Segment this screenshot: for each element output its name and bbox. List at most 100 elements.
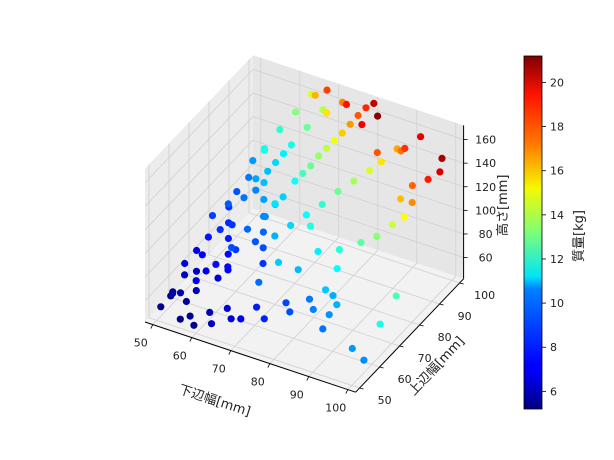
colorbar-ticks: 6 8 10 12 14 16 18 20 [542, 76, 564, 398]
scatter-points [157, 86, 446, 364]
data-point [333, 265, 341, 273]
data-point [207, 320, 216, 328]
data-point [243, 225, 252, 233]
data-point [373, 232, 381, 240]
colorbar-tick-label: 8 [550, 341, 557, 354]
x-gridline [308, 262, 418, 377]
colorbar-tick-label: 20 [550, 76, 564, 89]
data-point [181, 271, 189, 279]
data-point [252, 175, 260, 183]
data-point [261, 213, 269, 221]
y-tick [419, 324, 424, 327]
colorbar-tick-label: 18 [550, 121, 564, 134]
y-tick-label: 50 [378, 394, 392, 407]
colorbar-tick-label: 12 [550, 253, 564, 266]
data-point [305, 295, 314, 303]
data-point [291, 177, 299, 185]
data-point [223, 304, 231, 312]
z-gridline [144, 163, 254, 278]
x-tick-label: 50 [134, 337, 148, 350]
colorbar [523, 55, 543, 410]
data-point [224, 234, 232, 243]
data-point [255, 278, 263, 286]
y-gridline [148, 317, 360, 389]
data-point [408, 182, 416, 190]
colorbar-label: 質量[kg] [572, 210, 587, 262]
x-gridline [230, 236, 340, 351]
data-point [370, 99, 378, 107]
data-point [176, 289, 185, 297]
data-point [282, 299, 290, 307]
data-point [279, 150, 288, 158]
data-point [260, 179, 268, 187]
data-point [260, 315, 268, 323]
y-tick [399, 345, 404, 348]
y-gridline [208, 254, 420, 326]
data-point [357, 239, 365, 247]
data-point [208, 212, 217, 220]
x-tick-label: 80 [251, 376, 265, 389]
data-point [315, 152, 323, 160]
data-point [374, 112, 382, 120]
data-point [333, 301, 341, 309]
data-point [252, 186, 260, 194]
data-point [314, 247, 322, 256]
x-gridline [191, 223, 301, 338]
z-tick-label: 140 [475, 157, 496, 170]
data-point [362, 104, 370, 112]
data-point [350, 177, 358, 185]
data-point [360, 356, 368, 364]
x-tick [267, 363, 271, 368]
data-point [227, 315, 235, 323]
y-tick-label: 90 [458, 310, 472, 323]
z-gridline [144, 116, 254, 231]
x-tick [189, 337, 193, 342]
data-point [400, 213, 408, 221]
colorbar-tick-label: 6 [550, 385, 557, 398]
data-point [274, 258, 283, 266]
data-point [417, 133, 425, 141]
data-point [377, 158, 385, 166]
data-point [224, 250, 232, 258]
data-point [401, 144, 409, 152]
data-point [249, 157, 257, 165]
z-tick-label: 120 [475, 181, 496, 194]
y-gridline [248, 212, 460, 284]
x-gridline [347, 275, 457, 390]
data-point [251, 238, 259, 246]
z-tick-label: 100 [475, 204, 496, 217]
data-point [334, 187, 342, 196]
data-point [157, 303, 165, 311]
z-gridline [144, 139, 254, 254]
data-point [436, 168, 444, 176]
back-pane [253, 55, 464, 279]
data-point [260, 146, 268, 154]
data-point [306, 222, 314, 230]
data-point [204, 233, 212, 241]
z-tick-label: 80 [479, 228, 493, 241]
data-point [319, 325, 327, 333]
data-point [318, 200, 326, 208]
data-point [322, 144, 331, 152]
data-point [237, 315, 245, 323]
data-point [287, 221, 295, 229]
data-point [190, 321, 198, 329]
data-point [169, 289, 177, 297]
data-point [292, 108, 300, 116]
z-gridline [252, 116, 464, 188]
data-point [294, 266, 302, 274]
z-tick-label: 160 [475, 134, 496, 147]
z-gridline [144, 92, 254, 207]
data-point [253, 303, 261, 311]
y-tick-label: 80 [438, 331, 452, 344]
x-tick [150, 324, 154, 329]
data-point [424, 175, 432, 183]
data-point [240, 194, 248, 202]
y-gridline [168, 296, 380, 368]
y-tick [439, 303, 444, 306]
data-point [335, 246, 343, 254]
data-point [181, 259, 189, 268]
data-point [279, 193, 287, 201]
data-point [322, 286, 330, 294]
